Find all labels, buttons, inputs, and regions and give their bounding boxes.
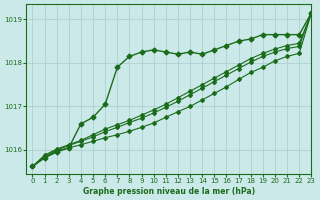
X-axis label: Graphe pression niveau de la mer (hPa): Graphe pression niveau de la mer (hPa) — [83, 187, 255, 196]
